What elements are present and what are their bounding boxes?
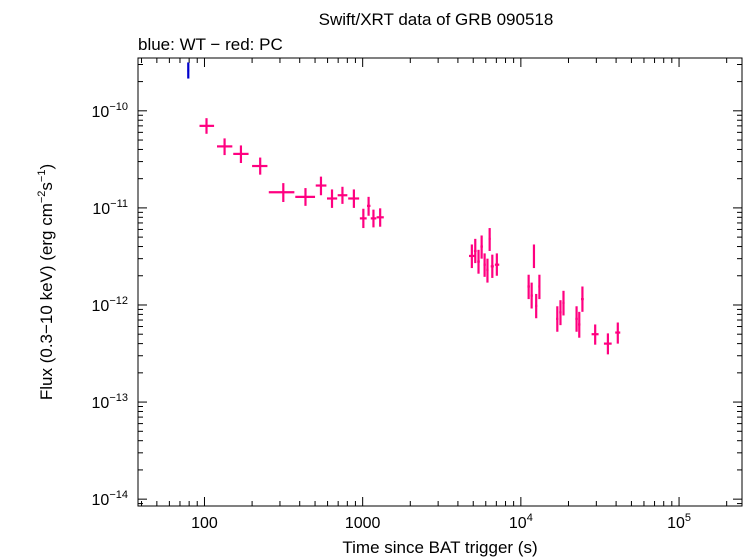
data-point xyxy=(268,183,295,203)
data-point xyxy=(483,253,486,277)
data-point xyxy=(575,306,578,332)
data-point xyxy=(603,333,612,355)
y-tick-label: 10−12 xyxy=(92,295,128,315)
data-point xyxy=(562,290,565,316)
data-point xyxy=(366,196,371,216)
x-tick-label: 105 xyxy=(667,512,691,532)
data-point xyxy=(581,286,584,312)
data-point xyxy=(187,62,190,79)
chart-subtitle: blue: WT − red: PC xyxy=(138,35,283,54)
data-point xyxy=(337,186,348,204)
x-tick-label: 1000 xyxy=(345,515,381,532)
data-point xyxy=(556,306,559,332)
data-point xyxy=(538,274,541,300)
data-point xyxy=(535,293,538,319)
data-point xyxy=(578,311,581,338)
data-point xyxy=(532,244,536,269)
plot-frame xyxy=(137,57,743,507)
data-point xyxy=(252,157,268,175)
data-point xyxy=(480,235,483,259)
data-point xyxy=(488,228,491,251)
data-point xyxy=(326,189,338,208)
axis-ticks xyxy=(138,58,742,506)
data-point xyxy=(473,238,477,264)
x-axis-label: Time since BAT trigger (s) xyxy=(342,538,537,557)
y-axis-label: Flux (0.3−10 keV) (erg cm−2s−1) xyxy=(36,164,56,400)
data-point xyxy=(486,258,489,283)
data-point xyxy=(376,208,384,227)
data-point xyxy=(530,282,533,309)
y-tick-label: 10−10 xyxy=(92,101,128,121)
data-point xyxy=(559,300,562,326)
tick-labels: 100 1000 104 105 10−10 10−11 10−12 10−13 10−14 xyxy=(92,101,691,532)
data-point xyxy=(370,209,377,228)
data-point xyxy=(615,322,621,344)
y-tick-label: 10−13 xyxy=(92,392,128,412)
chart-title: Swift/XRT data of GRB 090518 xyxy=(319,10,554,29)
data-point xyxy=(359,208,367,229)
data-point xyxy=(295,188,316,206)
data-point xyxy=(494,253,500,276)
data-point xyxy=(468,244,475,269)
y-tick-label: 10−14 xyxy=(92,489,128,509)
y-tick-label: 10−11 xyxy=(92,198,128,218)
data-point xyxy=(591,324,599,345)
x-tick-label: 104 xyxy=(509,512,533,532)
data-point xyxy=(315,176,327,196)
data-point xyxy=(490,254,494,278)
data-point xyxy=(527,274,530,300)
data-point xyxy=(477,249,480,274)
data-point xyxy=(217,138,233,156)
x-tick-label: 100 xyxy=(191,515,218,532)
data-point xyxy=(233,145,249,164)
data-point xyxy=(199,118,215,134)
data-marks xyxy=(187,62,621,355)
data-point xyxy=(348,189,360,208)
